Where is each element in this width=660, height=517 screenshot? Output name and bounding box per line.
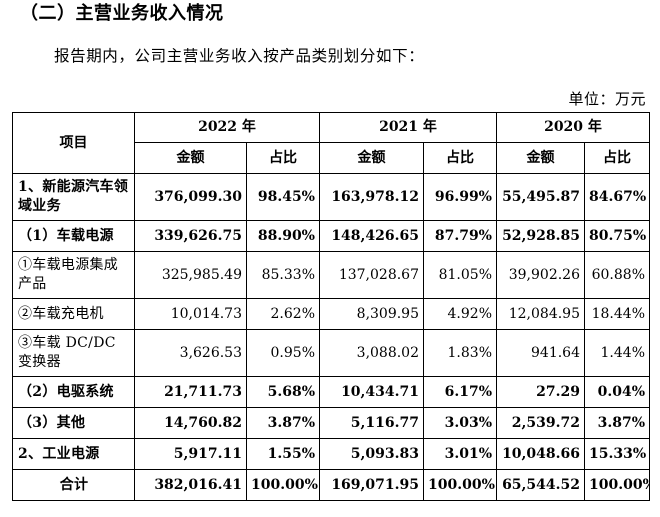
- cell-value: 2.62%: [246, 298, 320, 330]
- cell-value: 60.88%: [584, 251, 650, 299]
- cell-value: 137,028.67: [319, 251, 424, 299]
- section-heading: （二）主营业务收入情况: [20, 3, 224, 24]
- cell-value: 96.99%: [423, 173, 497, 221]
- table-row: ①车载电源集成产品 325,985.49 85.33% 137,028.67 8…: [12, 251, 650, 299]
- cell-value: 10,434.71: [319, 376, 424, 408]
- cell-value: 10,048.66: [496, 438, 585, 470]
- cell-value: 21,711.73: [134, 376, 247, 408]
- amount-header: 金额: [134, 142, 247, 174]
- cell-value: 3.87%: [584, 407, 650, 439]
- row-label: （3）其他: [12, 407, 135, 439]
- cell-value: 163,978.12: [319, 173, 424, 221]
- row-label: 1、新能源汽车领域业务: [12, 173, 135, 221]
- total-label: 合计: [12, 469, 135, 501]
- cell-value: 5.68%: [246, 376, 320, 408]
- cell-value: 39,902.26: [496, 251, 585, 299]
- year-header-2020: 2020 年: [496, 112, 650, 143]
- cell-value: 3,088.02: [319, 329, 424, 377]
- row-label: （2）电驱系统: [12, 376, 135, 408]
- cell-value: 339,626.75: [134, 220, 247, 252]
- unit-note: 单位：万元: [568, 90, 646, 108]
- total-row: 合计 382,016.41 100.00% 169,071.95 100.00%…: [12, 469, 650, 501]
- cell-value: 98.45%: [246, 173, 320, 221]
- cell-value: 14,760.82: [134, 407, 247, 439]
- row-label: ③车载 DC/DC 变换器: [12, 329, 135, 377]
- cell-value: 81.05%: [423, 251, 497, 299]
- table-row: 2、工业电源 5,917.11 1.55% 5,093.83 3.01% 10,…: [12, 438, 650, 470]
- table-row: （1）车载电源 339,626.75 88.90% 148,426.65 87.…: [12, 220, 650, 252]
- table-row: 1、新能源汽车领域业务 376,099.30 98.45% 163,978.12…: [12, 173, 650, 221]
- row-label: ①车载电源集成产品: [12, 251, 135, 299]
- cell-value: 5,116.77: [319, 407, 424, 439]
- cell-value: 85.33%: [246, 251, 320, 299]
- revenue-table: 项目 2022 年 2021 年 2020 年 金额 占比 金额 占比 金额 占…: [12, 112, 650, 501]
- cell-value: 376,099.30: [134, 173, 247, 221]
- intro-paragraph: 报告期内，公司主营业务收入按产品类别划分如下：: [54, 47, 425, 65]
- cell-value: 80.75%: [584, 220, 650, 252]
- cell-value: 100.00%: [246, 469, 320, 501]
- cell-value: 169,071.95: [319, 469, 424, 501]
- cell-value: 10,014.73: [134, 298, 247, 330]
- header-row-years: 项目 2022 年 2021 年 2020 年: [12, 112, 650, 174]
- table-row: （2）电驱系统 21,711.73 5.68% 10,434.71 6.17% …: [12, 376, 650, 408]
- item-header: 项目: [12, 112, 135, 174]
- cell-value: 52,928.85: [496, 220, 585, 252]
- row-label: 2、工业电源: [12, 438, 135, 470]
- cell-value: 100.00%: [423, 469, 497, 501]
- year-header-2021: 2021 年: [319, 112, 497, 143]
- table-row: ③车载 DC/DC 变换器 3,626.53 0.95% 3,088.02 1.…: [12, 329, 650, 377]
- cell-value: 84.67%: [584, 173, 650, 221]
- cell-value: 88.90%: [246, 220, 320, 252]
- cell-value: 325,985.49: [134, 251, 247, 299]
- cell-value: 55,495.87: [496, 173, 585, 221]
- cell-value: 3.01%: [423, 438, 497, 470]
- cell-value: 1.55%: [246, 438, 320, 470]
- cell-value: 0.04%: [584, 376, 650, 408]
- cell-value: 148,426.65: [319, 220, 424, 252]
- cell-value: 2,539.72: [496, 407, 585, 439]
- ratio-header: 占比: [246, 142, 320, 174]
- cell-value: 5,917.11: [134, 438, 247, 470]
- cell-value: 87.79%: [423, 220, 497, 252]
- cell-value: 0.95%: [246, 329, 320, 377]
- cell-value: 3,626.53: [134, 329, 247, 377]
- cell-value: 15.33%: [584, 438, 650, 470]
- cell-value: 12,084.95: [496, 298, 585, 330]
- cell-value: 100.00%: [584, 469, 650, 501]
- cell-value: 27.29: [496, 376, 585, 408]
- row-label: （1）车载电源: [12, 220, 135, 252]
- cell-value: 3.87%: [246, 407, 320, 439]
- ratio-header: 占比: [584, 142, 650, 174]
- table-row: ②车载充电机 10,014.73 2.62% 8,309.95 4.92% 12…: [12, 298, 650, 330]
- cell-value: 1.83%: [423, 329, 497, 377]
- cell-value: 3.03%: [423, 407, 497, 439]
- header-row-sub: 金额 占比 金额 占比 金额 占比: [13, 142, 650, 174]
- cell-value: 4.92%: [423, 298, 497, 330]
- amount-header: 金额: [496, 142, 585, 174]
- amount-header: 金额: [319, 142, 424, 174]
- cell-value: 5,093.83: [319, 438, 424, 470]
- cell-value: 8,309.95: [319, 298, 424, 330]
- year-header-2022: 2022 年: [134, 112, 320, 143]
- ratio-header: 占比: [423, 142, 497, 174]
- row-label: ②车载充电机: [12, 298, 135, 330]
- cell-value: 6.17%: [423, 376, 497, 408]
- cell-value: 65,544.52: [496, 469, 585, 501]
- cell-value: 941.64: [496, 329, 585, 377]
- cell-value: 1.44%: [584, 329, 650, 377]
- table-row: （3）其他 14,760.82 3.87% 5,116.77 3.03% 2,5…: [12, 407, 650, 439]
- cell-value: 382,016.41: [134, 469, 247, 501]
- cell-value: 18.44%: [584, 298, 650, 330]
